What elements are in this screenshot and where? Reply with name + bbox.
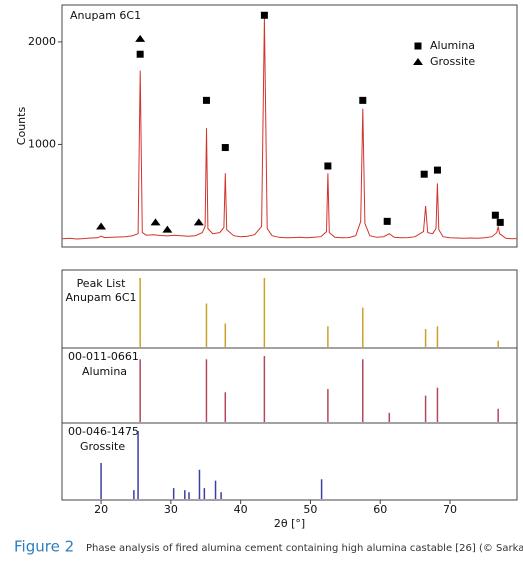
marker-triangle <box>413 58 423 65</box>
x-tick-label: 50 <box>303 503 317 516</box>
marker-square <box>359 96 367 104</box>
panel-label: Anupam 6C1 <box>70 9 141 22</box>
marker-square <box>496 218 504 226</box>
y-tick-label: 2000 <box>28 35 56 48</box>
y-axis-title: Counts <box>15 107 28 146</box>
marker-square <box>433 166 441 174</box>
diffraction-trace <box>62 18 517 240</box>
marker-square <box>420 170 428 178</box>
marker-triangle <box>193 218 204 226</box>
x-axis-title: 2θ [°] <box>274 517 305 530</box>
legend-label: Alumina <box>430 39 475 52</box>
marker-square <box>221 144 229 152</box>
panel-label: Anupam 6C1 <box>65 291 136 304</box>
x-tick-label: 30 <box>164 503 178 516</box>
marker-triangle <box>150 218 161 226</box>
marker-triangle <box>135 34 146 42</box>
marker-square <box>491 211 499 219</box>
marker-square <box>414 42 422 50</box>
x-tick-label: 20 <box>94 503 108 516</box>
marker-square <box>324 162 332 170</box>
marker-triangle <box>96 222 107 230</box>
panel-frame <box>61 4 518 248</box>
x-tick-label: 60 <box>373 503 387 516</box>
panel-label: Grossite <box>80 440 125 453</box>
y-tick-label: 1000 <box>28 137 56 150</box>
x-tick-label: 40 <box>234 503 248 516</box>
marker-triangle <box>162 225 173 233</box>
legend-label: Grossite <box>430 55 475 68</box>
marker-square <box>383 217 391 225</box>
panel-label: Peak List <box>77 277 127 290</box>
caption-label: Figure 2 <box>14 538 74 556</box>
panel-label: 00-011-0661 <box>68 350 139 363</box>
panel-label: Alumina <box>82 365 127 378</box>
marker-square <box>136 50 144 58</box>
panel-frame <box>61 269 518 501</box>
marker-square <box>260 11 268 19</box>
x-tick-label: 70 <box>443 503 457 516</box>
marker-square <box>202 96 210 104</box>
panel-label: 00-046-1475 <box>68 425 139 438</box>
caption-text: Phase analysis of fired alumina cement c… <box>86 543 523 554</box>
